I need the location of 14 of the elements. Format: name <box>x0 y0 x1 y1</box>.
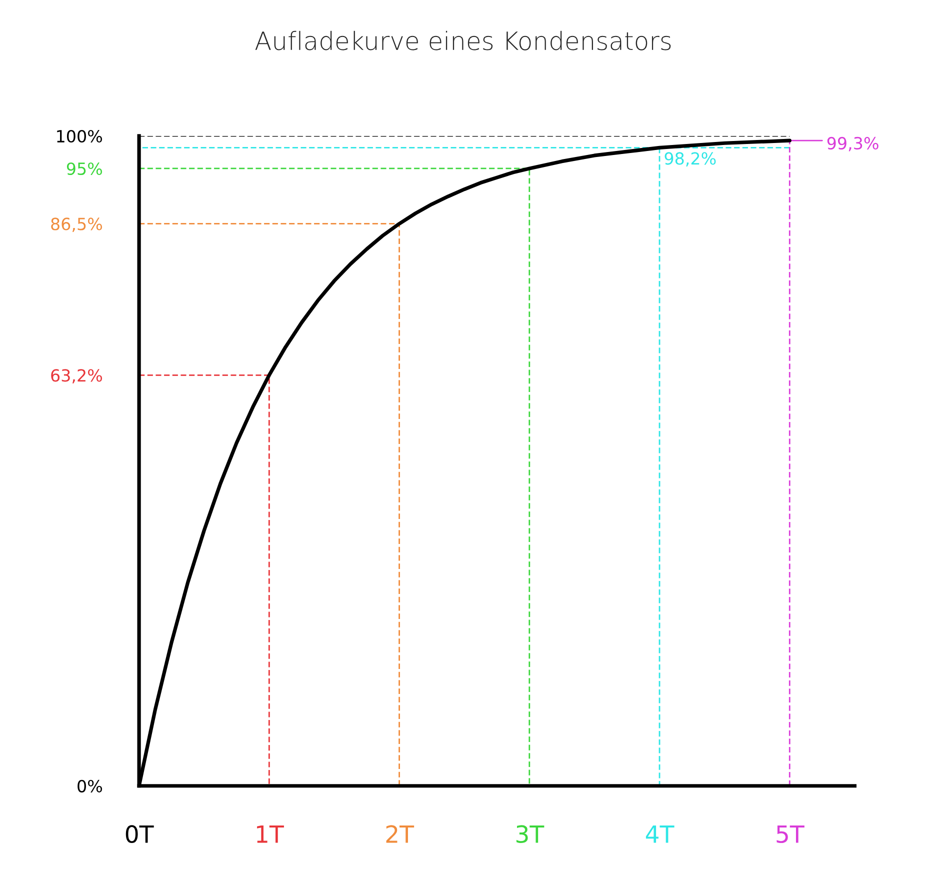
y-tick-label: 95% <box>66 162 102 176</box>
chart-title: Aufladekurve eines Kondensators <box>255 30 671 50</box>
y-tick-label: 86,5% <box>51 218 102 232</box>
x-tick-label: 4T <box>646 825 674 843</box>
annotation: 99,3% <box>827 136 878 152</box>
y-tick-label: 100% <box>57 130 102 143</box>
annotation: 98,2% <box>664 152 716 166</box>
x-tick-label: 5T <box>776 825 804 844</box>
x-tick-label: 3T <box>516 825 544 844</box>
x-tick-label: 0T <box>126 825 154 844</box>
x-tick-label: 2T <box>386 825 414 843</box>
y-tick-label: 0% <box>78 780 102 792</box>
x-tick-label: 1T <box>257 825 284 843</box>
y-tick-label: 63,2% <box>51 369 102 384</box>
